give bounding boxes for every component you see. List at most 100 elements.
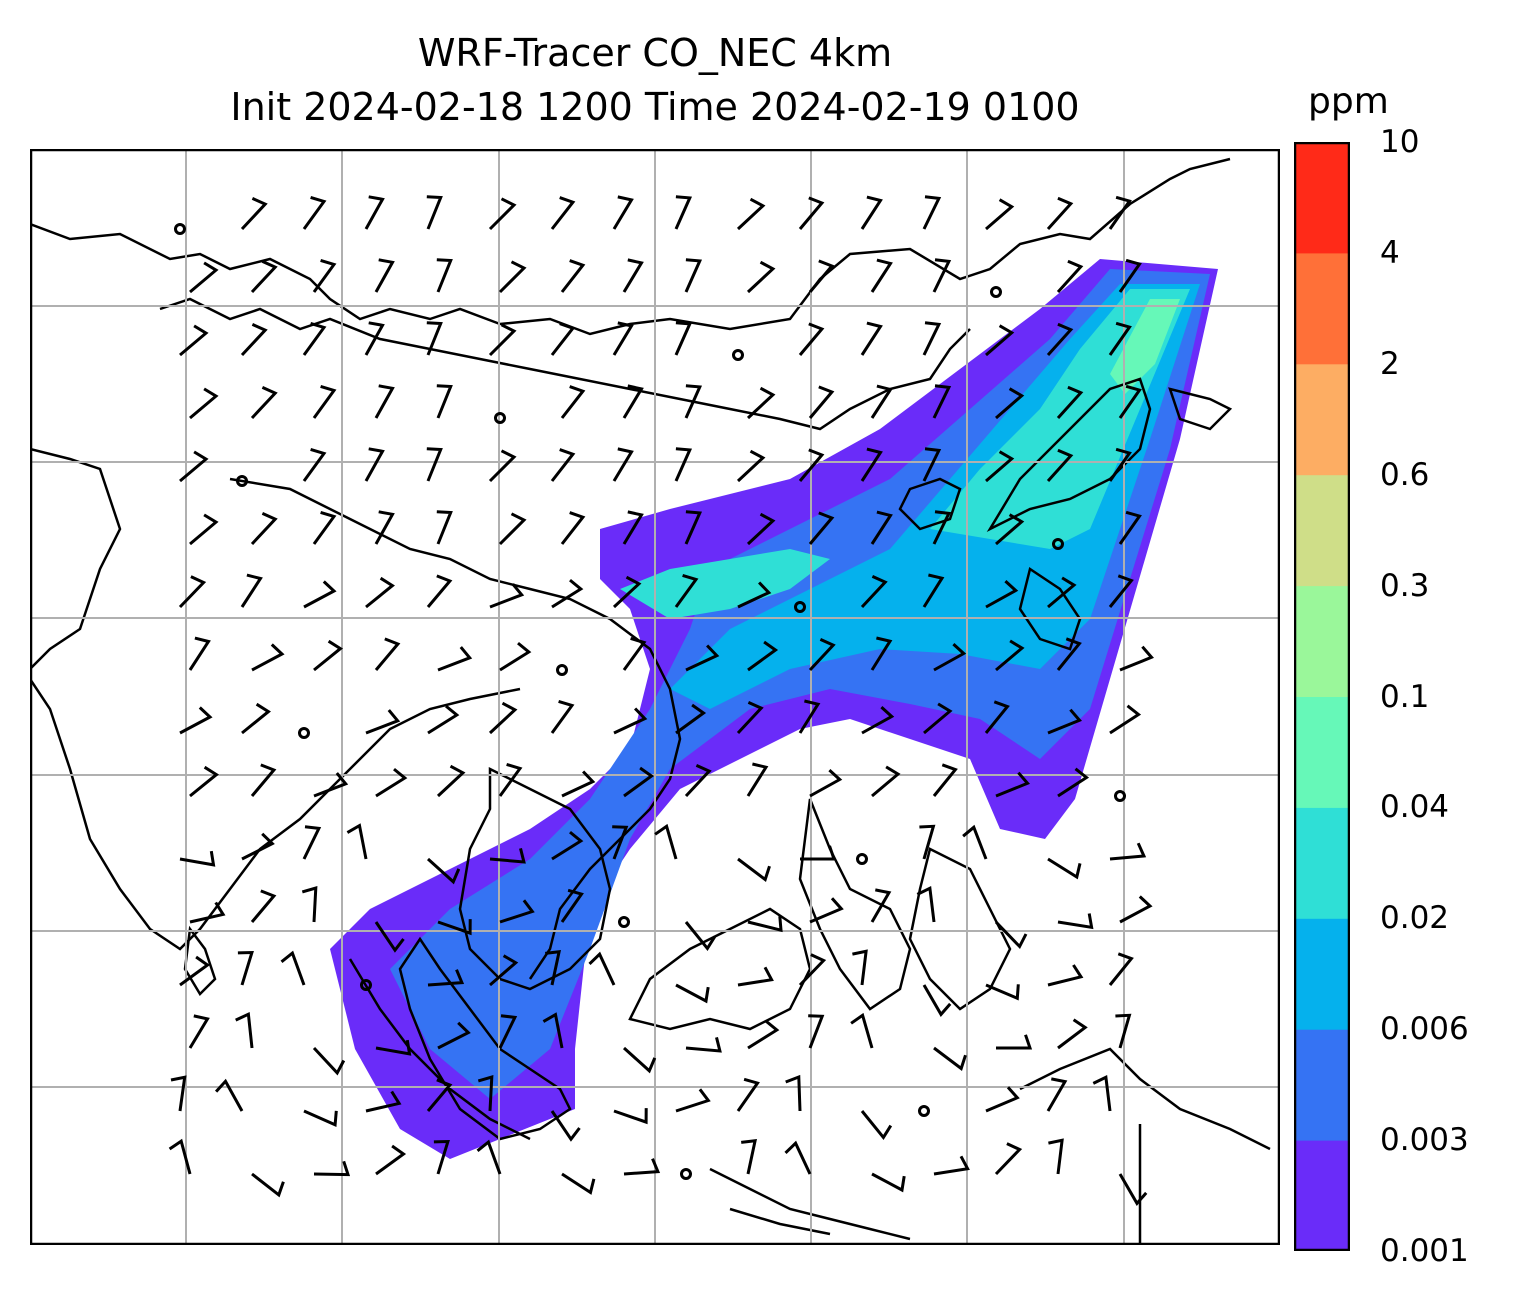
- wind-barb: [374, 510, 395, 545]
- wind-barb: [850, 1012, 874, 1049]
- wind-barb: [550, 196, 576, 230]
- wind-barb: [860, 1110, 893, 1140]
- wind-barb: [808, 385, 835, 419]
- calm-wind-marker: [360, 979, 372, 991]
- colorbar-tick-label: 2: [1380, 345, 1400, 382]
- wind-barb: [588, 951, 616, 986]
- wind-barb: [933, 642, 967, 672]
- wind-barb: [488, 197, 517, 231]
- wind-barb: [437, 646, 473, 672]
- wind-barb: [994, 920, 1028, 950]
- colorbar-segment: [1294, 1029, 1350, 1141]
- wind-barb: [1048, 1138, 1064, 1175]
- wind-barb: [685, 644, 720, 672]
- wind-barb: [985, 579, 1019, 609]
- wind-barb: [489, 583, 525, 609]
- colorbar-tick-label: 4: [1380, 234, 1400, 271]
- wind-barb: [674, 195, 693, 230]
- colorbar: [1294, 142, 1350, 1251]
- wind-barb: [179, 324, 209, 357]
- wind-barb: [179, 706, 213, 735]
- chart-title-line2: Init 2024-02-18 1200 Time 2024-02-19 010…: [230, 85, 1080, 129]
- wind-barb: [800, 845, 837, 861]
- wind-barb: [674, 321, 693, 356]
- colorbar-segment: [1294, 363, 1350, 476]
- wind-barb: [1118, 510, 1142, 545]
- wind-barb: [240, 573, 263, 608]
- wind-barb: [550, 322, 576, 356]
- wind-barb: [932, 258, 952, 293]
- wind-barb: [312, 258, 337, 293]
- wind-barb: [922, 447, 942, 482]
- colorbar-tick-label: 0.3: [1380, 567, 1430, 604]
- wind-barb: [551, 830, 584, 861]
- wind-barb: [365, 576, 395, 609]
- wind-barb: [302, 447, 327, 482]
- wind-barb: [240, 197, 268, 231]
- colorbar-tick-label: 0.04: [1380, 789, 1450, 826]
- wind-barb: [613, 1108, 648, 1125]
- wind-barb: [622, 636, 647, 671]
- wind-barb: [179, 850, 216, 867]
- wind-barb: [922, 573, 945, 608]
- wind-barb: [235, 1011, 254, 1049]
- wind-barb: [932, 384, 952, 419]
- wind-barb: [189, 901, 226, 924]
- wind-barb: [996, 1034, 1033, 1050]
- wind-barb: [436, 258, 453, 293]
- wind-barb: [684, 921, 717, 951]
- wind-barb: [995, 639, 1025, 672]
- wind-barb: [736, 701, 764, 735]
- calm-wind-marker: [680, 1168, 692, 1180]
- calm-wind-marker: [494, 412, 506, 424]
- wind-barb: [684, 258, 703, 293]
- wind-barb: [545, 949, 562, 986]
- wind-barb: [250, 386, 278, 420]
- wind-barb: [861, 705, 895, 735]
- wind-barb: [301, 885, 318, 923]
- colorbar-segment: [1294, 585, 1350, 697]
- wind-barb: [560, 888, 584, 923]
- wind-barb: [860, 321, 883, 356]
- wind-barb: [214, 1078, 244, 1112]
- wind-barb: [499, 899, 535, 924]
- wind-barb: [498, 1014, 518, 1049]
- wind-barb: [251, 643, 285, 672]
- calm-wind-marker: [236, 475, 248, 487]
- wind-barb: [188, 1014, 210, 1049]
- wind-barb: [860, 447, 883, 482]
- wind-barb: [179, 955, 211, 987]
- wind-barb: [994, 1142, 1023, 1176]
- wind-barb: [674, 573, 699, 608]
- wind-barb: [375, 1039, 412, 1056]
- calm-wind-marker: [918, 1105, 930, 1117]
- wind-barb: [985, 324, 1015, 357]
- wind-barb: [1108, 447, 1132, 482]
- wind-barb: [919, 824, 936, 860]
- wind-barb: [168, 1138, 192, 1175]
- wind-barb: [870, 258, 893, 293]
- wind-barb: [922, 321, 942, 356]
- wind-barb: [746, 386, 776, 420]
- wind-barb: [1092, 1075, 1112, 1112]
- wind-barb: [622, 1046, 657, 1074]
- wind-barb: [561, 770, 596, 798]
- wind-barb: [427, 704, 460, 735]
- wind-barb: [550, 699, 575, 734]
- wind-barb: [477, 1074, 494, 1112]
- wind-barb: [1056, 385, 1084, 420]
- wind-barb: [1047, 857, 1082, 880]
- wind-barb: [684, 384, 703, 419]
- wind-barb: [1109, 842, 1147, 861]
- wind-barb: [784, 1140, 812, 1175]
- wind-barb: [737, 581, 772, 609]
- wind-barb: [488, 701, 518, 735]
- calm-wind-marker: [990, 286, 1002, 298]
- wind-barb: [932, 510, 952, 545]
- wind-barb: [489, 954, 519, 987]
- wind-barb: [1119, 645, 1155, 672]
- wind-barb: [995, 387, 1025, 420]
- wind-barb: [241, 832, 275, 861]
- wind-barb: [498, 260, 527, 294]
- wind-barb: [622, 510, 644, 545]
